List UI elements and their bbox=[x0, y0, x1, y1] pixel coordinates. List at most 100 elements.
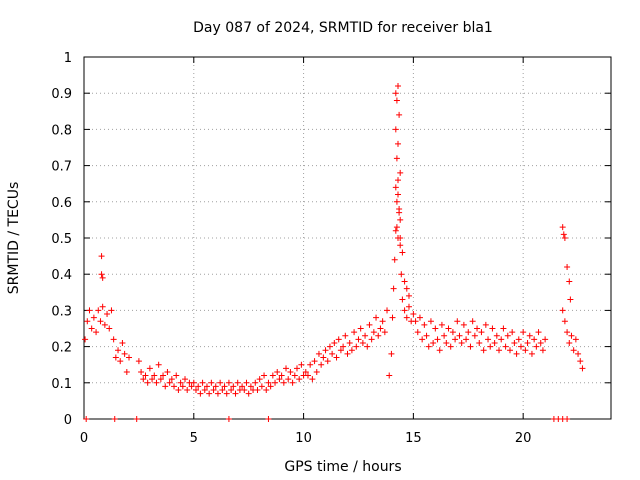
data-point bbox=[566, 339, 573, 346]
data-point bbox=[560, 231, 567, 238]
y-tick-label: 0.5 bbox=[51, 232, 72, 247]
data-point bbox=[449, 329, 456, 336]
data-point bbox=[392, 227, 399, 234]
x-tick-label: 10 bbox=[295, 431, 312, 446]
data-point bbox=[506, 347, 513, 354]
data-point bbox=[460, 321, 467, 328]
y-axis-label: SRMTID / TECUs bbox=[6, 182, 22, 295]
data-point bbox=[287, 368, 294, 375]
data-point bbox=[398, 271, 405, 278]
data-point bbox=[515, 336, 522, 343]
data-point bbox=[272, 379, 279, 386]
data-point bbox=[108, 307, 115, 314]
data-point bbox=[537, 339, 544, 346]
y-tick-label: 0.1 bbox=[51, 377, 72, 392]
data-point bbox=[208, 379, 215, 386]
data-point bbox=[373, 314, 380, 321]
data-point bbox=[375, 332, 382, 339]
data-point bbox=[427, 318, 434, 325]
data-point bbox=[346, 339, 353, 346]
data-point bbox=[182, 376, 189, 383]
data-point bbox=[82, 336, 89, 343]
data-point bbox=[309, 376, 316, 383]
data-point bbox=[119, 339, 126, 346]
data-point bbox=[99, 303, 106, 310]
data-point bbox=[386, 372, 393, 379]
data-point bbox=[206, 390, 213, 397]
data-point bbox=[447, 343, 454, 350]
data-point bbox=[261, 372, 268, 379]
data-point bbox=[101, 321, 108, 328]
data-point bbox=[245, 390, 252, 397]
data-point bbox=[454, 318, 461, 325]
data-point bbox=[153, 379, 160, 386]
data-point bbox=[243, 379, 250, 386]
data-point bbox=[395, 191, 402, 198]
y-tick-label: 0.4 bbox=[51, 268, 72, 283]
data-point bbox=[335, 336, 342, 343]
data-point bbox=[491, 339, 498, 346]
data-point bbox=[252, 379, 259, 386]
data-point bbox=[146, 365, 153, 372]
data-point bbox=[177, 379, 184, 386]
data-point bbox=[289, 379, 296, 386]
data-point bbox=[121, 350, 128, 357]
data-point bbox=[225, 379, 232, 386]
data-point bbox=[432, 325, 439, 332]
data-point bbox=[225, 416, 232, 422]
data-point bbox=[561, 235, 568, 241]
data-point bbox=[357, 325, 364, 332]
data-point bbox=[511, 339, 518, 346]
y-tick-label: 1 bbox=[64, 51, 72, 66]
data-point bbox=[526, 332, 533, 339]
data-point bbox=[528, 350, 535, 357]
data-point bbox=[542, 336, 549, 343]
data-point bbox=[421, 321, 428, 328]
data-point bbox=[115, 347, 122, 354]
data-point bbox=[485, 336, 492, 343]
data-point bbox=[98, 253, 105, 260]
data-point bbox=[184, 387, 191, 394]
data-point bbox=[489, 325, 496, 332]
data-point bbox=[392, 90, 399, 97]
data-point bbox=[293, 365, 300, 372]
data-point bbox=[155, 361, 162, 368]
data-point bbox=[285, 376, 292, 383]
data-point bbox=[487, 343, 494, 350]
data-point bbox=[395, 235, 402, 241]
data-point bbox=[423, 332, 430, 339]
data-point bbox=[366, 321, 373, 328]
data-point bbox=[302, 368, 309, 375]
data-point bbox=[214, 390, 221, 397]
data-point bbox=[320, 354, 327, 361]
data-point bbox=[401, 278, 408, 285]
data-point bbox=[223, 390, 230, 397]
x-tick-label: 0 bbox=[80, 431, 88, 446]
y-tick-label: 0.8 bbox=[51, 123, 72, 138]
y-tick-label: 0.9 bbox=[51, 87, 72, 102]
data-point bbox=[333, 354, 340, 361]
data-point bbox=[517, 343, 524, 350]
data-point bbox=[397, 242, 404, 249]
data-point bbox=[520, 329, 527, 336]
data-point bbox=[379, 318, 386, 325]
data-point bbox=[230, 383, 237, 390]
data-point bbox=[397, 216, 404, 223]
axes bbox=[83, 56, 612, 420]
data-point bbox=[86, 307, 93, 314]
data-point bbox=[502, 343, 509, 350]
series-SRMTID bbox=[82, 82, 586, 422]
data-point bbox=[144, 379, 151, 386]
data-points bbox=[82, 82, 586, 422]
data-point bbox=[559, 307, 566, 314]
data-point bbox=[324, 358, 331, 365]
data-point bbox=[403, 285, 410, 292]
data-point bbox=[188, 383, 195, 390]
data-point bbox=[138, 368, 145, 375]
data-point bbox=[274, 368, 281, 375]
data-point bbox=[403, 314, 410, 321]
data-point bbox=[474, 325, 481, 332]
data-point bbox=[340, 343, 347, 350]
